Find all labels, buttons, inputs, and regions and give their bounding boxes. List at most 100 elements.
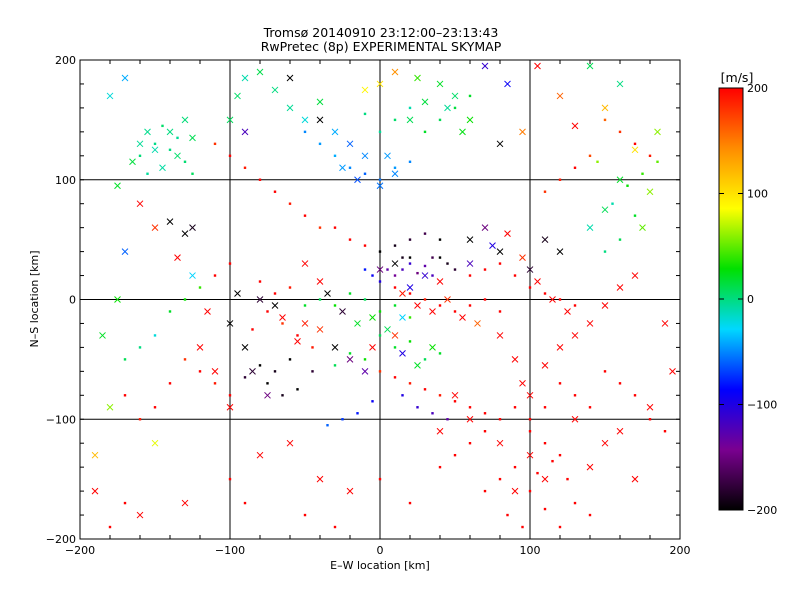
scatter-point-dot [401, 256, 404, 259]
scatter-point-dot [498, 310, 502, 313]
scatter-point-x [151, 224, 159, 232]
scatter-point-dot [333, 154, 337, 157]
scatter-point-x [339, 164, 346, 172]
scatter-point-dot [393, 376, 397, 379]
scatter-point-x [346, 356, 354, 363]
scatter-point-x [339, 308, 346, 315]
scatter-point-dot [401, 268, 404, 271]
scatter-point-x [519, 379, 526, 387]
scatter-point-dot [483, 489, 487, 493]
scatter-point-x [376, 182, 384, 190]
scatter-point-x [361, 367, 369, 375]
scatter-point-dot [438, 256, 442, 259]
scatter-point-dot [513, 406, 517, 409]
scatter-point-x [661, 320, 669, 327]
scatter-point-dot [153, 142, 157, 146]
scatter-point-dot [183, 358, 187, 361]
scatter-point-dot [416, 406, 419, 409]
scatter-point-x [601, 302, 609, 309]
x-tick-label: 200 [670, 544, 691, 557]
scatter-point-dot [431, 274, 434, 277]
scatter-point-x [316, 326, 324, 333]
scatter-point-x [474, 320, 481, 327]
scatter-point-x [399, 290, 406, 297]
scatter-point-x [616, 80, 624, 88]
scatter-point-dot [378, 310, 382, 313]
y-axis-label: N–S location [km] [28, 250, 41, 347]
scatter-point-dot [363, 112, 367, 116]
scatter-point-dot [393, 244, 397, 247]
scatter-point-x [436, 278, 444, 285]
scatter-point-x [106, 403, 114, 411]
scatter-point-dot [543, 507, 547, 511]
scatter-point-dot [393, 118, 397, 122]
scatter-point-x [136, 511, 144, 519]
scatter-point-dot [371, 274, 374, 277]
scatter-point-dot [333, 226, 337, 229]
scatter-point-dot [123, 501, 127, 505]
scatter-point-dot [393, 304, 397, 307]
chart-title: Tromsø 20140910 23:12:00–23:13:43 [263, 25, 499, 40]
scatter-point-dot [311, 370, 314, 373]
scatter-point-x [564, 308, 571, 315]
y-tick-label: 0 [69, 294, 76, 307]
scatter-point-dot [603, 370, 607, 373]
scatter-point-x [436, 80, 444, 88]
scatter-point-dot [183, 160, 187, 163]
scatter-point-x [391, 170, 399, 178]
scatter-point-dot [431, 412, 434, 415]
scatter-point-x [121, 74, 129, 82]
scatter-point-dot [498, 418, 502, 421]
scatter-point-dot [468, 442, 472, 445]
scatter-point-dot [468, 274, 472, 277]
scatter-point-x [489, 242, 496, 249]
scatter-point-dot [168, 382, 172, 385]
scatter-point-dot [311, 346, 314, 349]
scatter-point-dot [393, 346, 397, 349]
scatter-point-dot [408, 106, 412, 110]
scatter-point-dot [453, 453, 457, 457]
scatter-point-dot [228, 394, 232, 397]
x-tick-label: −100 [215, 544, 245, 557]
scatter-point-dot [401, 394, 404, 397]
scatter-point-dot [438, 394, 442, 397]
scatter-point-x [414, 302, 421, 309]
y-tick-label: 100 [55, 174, 76, 187]
scatter-point-x [121, 248, 129, 255]
scatter-point-x [466, 116, 474, 124]
scatter-point-dot [296, 334, 299, 337]
scatter-point-dot [423, 264, 427, 268]
scatter-point-dot [318, 142, 322, 146]
scatter-point-dot [618, 130, 622, 134]
scatter-point-dot [213, 274, 217, 277]
colorbar-tick-label: −200 [747, 504, 777, 517]
scatter-point-dot [648, 418, 652, 421]
scatter-point-x [294, 338, 301, 345]
scatter-point-x [601, 104, 609, 112]
scatter-point-dot [446, 418, 449, 421]
scatter-point-x [451, 92, 459, 100]
scatter-point-dot [483, 268, 487, 271]
scatter-point-dot [468, 406, 472, 409]
scatter-point-dot [333, 304, 337, 307]
scatter-point-x [601, 439, 609, 447]
scatter-point-dot [168, 148, 172, 152]
scatter-point-dot [168, 310, 172, 313]
scatter-point-x [601, 206, 609, 214]
scatter-point-x [414, 362, 421, 369]
scatter-point-x [444, 296, 451, 303]
scatter-point-x [189, 224, 196, 232]
colorbar-tick-label: 0 [747, 293, 754, 306]
scatter-point-dot [318, 298, 322, 301]
scatter-point-dot [333, 364, 337, 367]
scatter-point-x [616, 176, 624, 184]
scatter-point-x [429, 344, 436, 351]
scatter-point-x [234, 92, 241, 100]
scatter-point-dot [626, 184, 629, 187]
scatter-point-dot [483, 298, 487, 301]
scatter-point-dot [363, 358, 367, 361]
x-tick-label: 100 [520, 544, 541, 557]
scatter-point-x [189, 272, 196, 279]
scatter-point-x [279, 314, 286, 321]
